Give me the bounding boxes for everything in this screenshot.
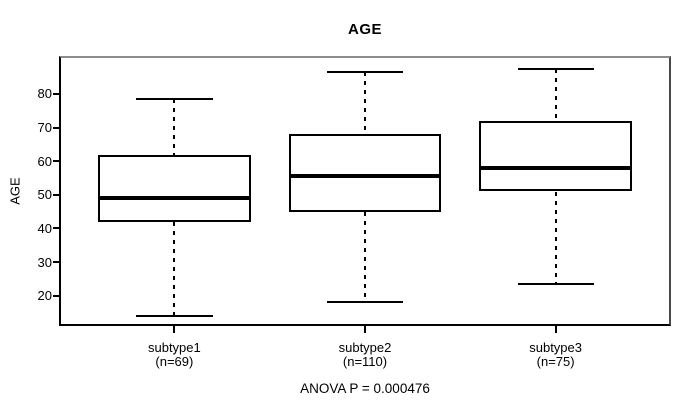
median-line [98, 196, 251, 201]
y-tick-label: 30 [37, 254, 52, 270]
y-tick [53, 294, 60, 297]
y-tick [53, 227, 60, 230]
y-tick-label: 40 [37, 220, 52, 236]
group-count-label: (n=110) [342, 354, 388, 369]
y-tick [53, 126, 60, 129]
whisker-cap-upper [517, 67, 594, 70]
box [479, 120, 632, 192]
group-label: subtype2 [338, 340, 392, 355]
group-count-label: (n=75) [536, 354, 575, 369]
whisker-cap-lower [326, 301, 404, 304]
y-tick-label: 80 [37, 86, 52, 102]
whisker-lower [554, 191, 557, 284]
y-tick-label: 60 [37, 153, 52, 169]
group-label: subtype1 [147, 340, 201, 355]
whisker-upper [364, 72, 366, 135]
whisker-lower [364, 211, 366, 303]
x-tick [554, 326, 557, 333]
median-line [288, 174, 442, 179]
y-tick-label: 50 [37, 187, 52, 203]
x-tick [173, 326, 176, 333]
median-line [479, 165, 632, 170]
whisker-cap-lower [136, 314, 213, 317]
y-tick [53, 92, 60, 95]
whisker-upper [554, 68, 557, 121]
chart-title: AGE [347, 21, 382, 38]
anova-p-label: ANOVA P = 0.000476 [300, 381, 430, 396]
y-tick-label: 20 [37, 288, 52, 304]
box [98, 154, 251, 222]
box [288, 134, 442, 212]
y-tick [53, 261, 60, 264]
whisker-cap-upper [326, 71, 404, 74]
whisker-cap-upper [136, 98, 213, 101]
y-tick [53, 193, 60, 196]
group-count-label: (n=69) [155, 354, 194, 369]
plot-frame [59, 56, 671, 326]
y-tick [53, 160, 60, 163]
whisker-cap-lower [517, 282, 594, 285]
y-tick-label: 70 [37, 120, 52, 136]
x-tick [364, 326, 366, 333]
whisker-upper [173, 99, 176, 155]
group-label: subtype3 [529, 340, 582, 355]
whisker-lower [173, 221, 176, 316]
